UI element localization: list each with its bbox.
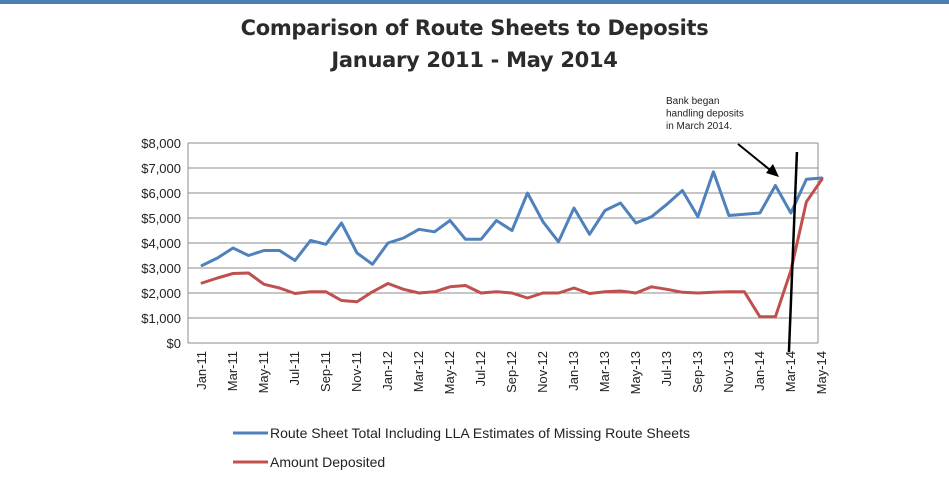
x-tick-label: Nov-12 xyxy=(535,351,550,393)
y-tick-label: $5,000 xyxy=(141,211,181,226)
x-tick-label: Jul-13 xyxy=(659,351,674,386)
annotation-text: Bank began xyxy=(666,96,719,107)
annotation-text: in March 2014. xyxy=(666,121,732,132)
x-tick-label: May-11 xyxy=(256,351,271,393)
x-tick-label: Sep-12 xyxy=(504,351,519,393)
x-tick-label: Jan-14 xyxy=(752,351,767,391)
chart-title-line1: Comparison of Route Sheets to Deposits xyxy=(240,16,709,40)
legend: Route Sheet Total Including LLA Estimate… xyxy=(233,425,690,470)
deposited-series-line xyxy=(200,177,824,319)
x-tick-label: Jul-12 xyxy=(473,351,488,386)
y-tick-label: $4,000 xyxy=(141,236,181,251)
route-sheet-series-line xyxy=(200,170,824,267)
y-tick-label: $3,000 xyxy=(141,261,181,276)
x-tick-label: Mar-14 xyxy=(783,351,798,392)
legend-label-deposited: Amount Deposited xyxy=(270,454,385,470)
annotation-arrow-shaft xyxy=(737,143,776,175)
annotation-arrow-head xyxy=(766,164,779,177)
x-tick-label: Mar-11 xyxy=(225,351,240,391)
y-tick-label: $6,000 xyxy=(141,186,181,201)
x-tick-label: May-12 xyxy=(442,351,457,394)
y-tick-label: $8,000 xyxy=(141,136,181,151)
y-tick-label: $0 xyxy=(167,336,181,351)
series-lines xyxy=(200,170,824,319)
x-tick-label: Mar-12 xyxy=(411,351,426,392)
top-accent-bar xyxy=(0,0,949,4)
chart-title-line2: January 2011 - May 2014 xyxy=(331,48,618,72)
y-tick-label: $2,000 xyxy=(141,286,181,301)
x-tick-label: Sep-13 xyxy=(690,351,705,393)
y-tick-label: $7,000 xyxy=(141,161,181,176)
x-tick-label: Sep-11 xyxy=(318,351,333,392)
y-axis-tick-labels: $0 $1,000 $2,000 $3,000 $4,000 $5,000 $6,000 $7… xyxy=(141,136,181,351)
annotation-text: handling deposits xyxy=(666,109,744,120)
x-tick-label: Nov-11 xyxy=(349,351,364,392)
x-tick-label: Mar-13 xyxy=(597,351,612,392)
x-tick-label: May-13 xyxy=(628,351,643,394)
x-tick-label: Nov-13 xyxy=(721,351,736,393)
x-axis-tick-labels: Jan-11 Mar-11 May-11 Jul-11 Sep-11 Nov-11 Jan-… xyxy=(194,351,829,394)
x-tick-label: Jan-12 xyxy=(380,351,395,391)
march-2014-marker-line xyxy=(787,151,799,353)
x-tick-label: May-14 xyxy=(814,351,829,394)
legend-label-route-sheet: Route Sheet Total Including LLA Estimate… xyxy=(270,425,690,441)
x-tick-label: Jan-13 xyxy=(566,351,581,391)
gridlines xyxy=(187,142,819,344)
x-tick-label: Jan-11 xyxy=(194,351,209,390)
x-tick-label: Jul-11 xyxy=(287,351,302,385)
y-tick-label: $1,000 xyxy=(141,311,181,326)
